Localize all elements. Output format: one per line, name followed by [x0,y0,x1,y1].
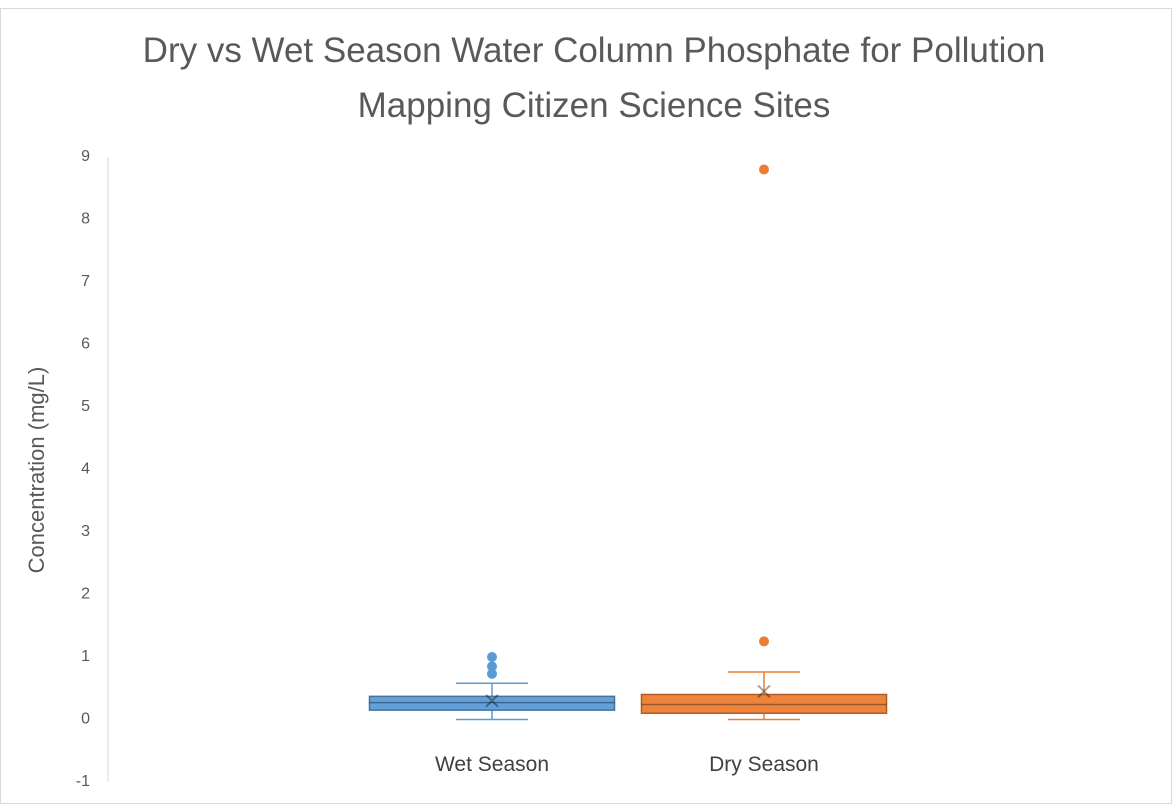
y-tick-label: 4 [81,461,90,478]
y-tick-label: 5 [81,398,90,415]
y-tick-label: 0 [81,711,90,728]
y-tick-label: 6 [81,336,90,353]
outlier [759,636,769,647]
x-tick-label: Dry Season [709,753,819,776]
mean-marker [485,694,499,708]
chart-frame [0,8,1172,804]
y-tick-label: 8 [81,211,90,228]
outlier [487,661,497,672]
y-tick-label: 2 [81,586,90,603]
y-tick-label: 3 [81,523,90,540]
box-outline [640,693,888,714]
chart-title-line: Mapping Citizen Science Sites [358,86,831,125]
y-tick-label: 7 [81,273,90,290]
box [640,693,888,714]
y-tick-label: 1 [81,648,90,665]
chart-title-line: Dry vs Wet Season Water Column Phosphate… [143,31,1046,70]
outlier [759,164,769,175]
outlier [487,652,497,662]
box-outline [368,695,616,711]
outlier [487,668,497,679]
y-axis-label: Concentration (mg/L) [24,367,49,574]
mean-marker [757,684,771,699]
y-tick-label: 9 [81,148,90,165]
x-tick-label: Wet Season [435,753,549,776]
box [368,695,616,711]
y-tick-label: -1 [76,773,90,790]
chart-title: Dry vs Wet Season Water Column Phosphate… [143,31,1046,125]
